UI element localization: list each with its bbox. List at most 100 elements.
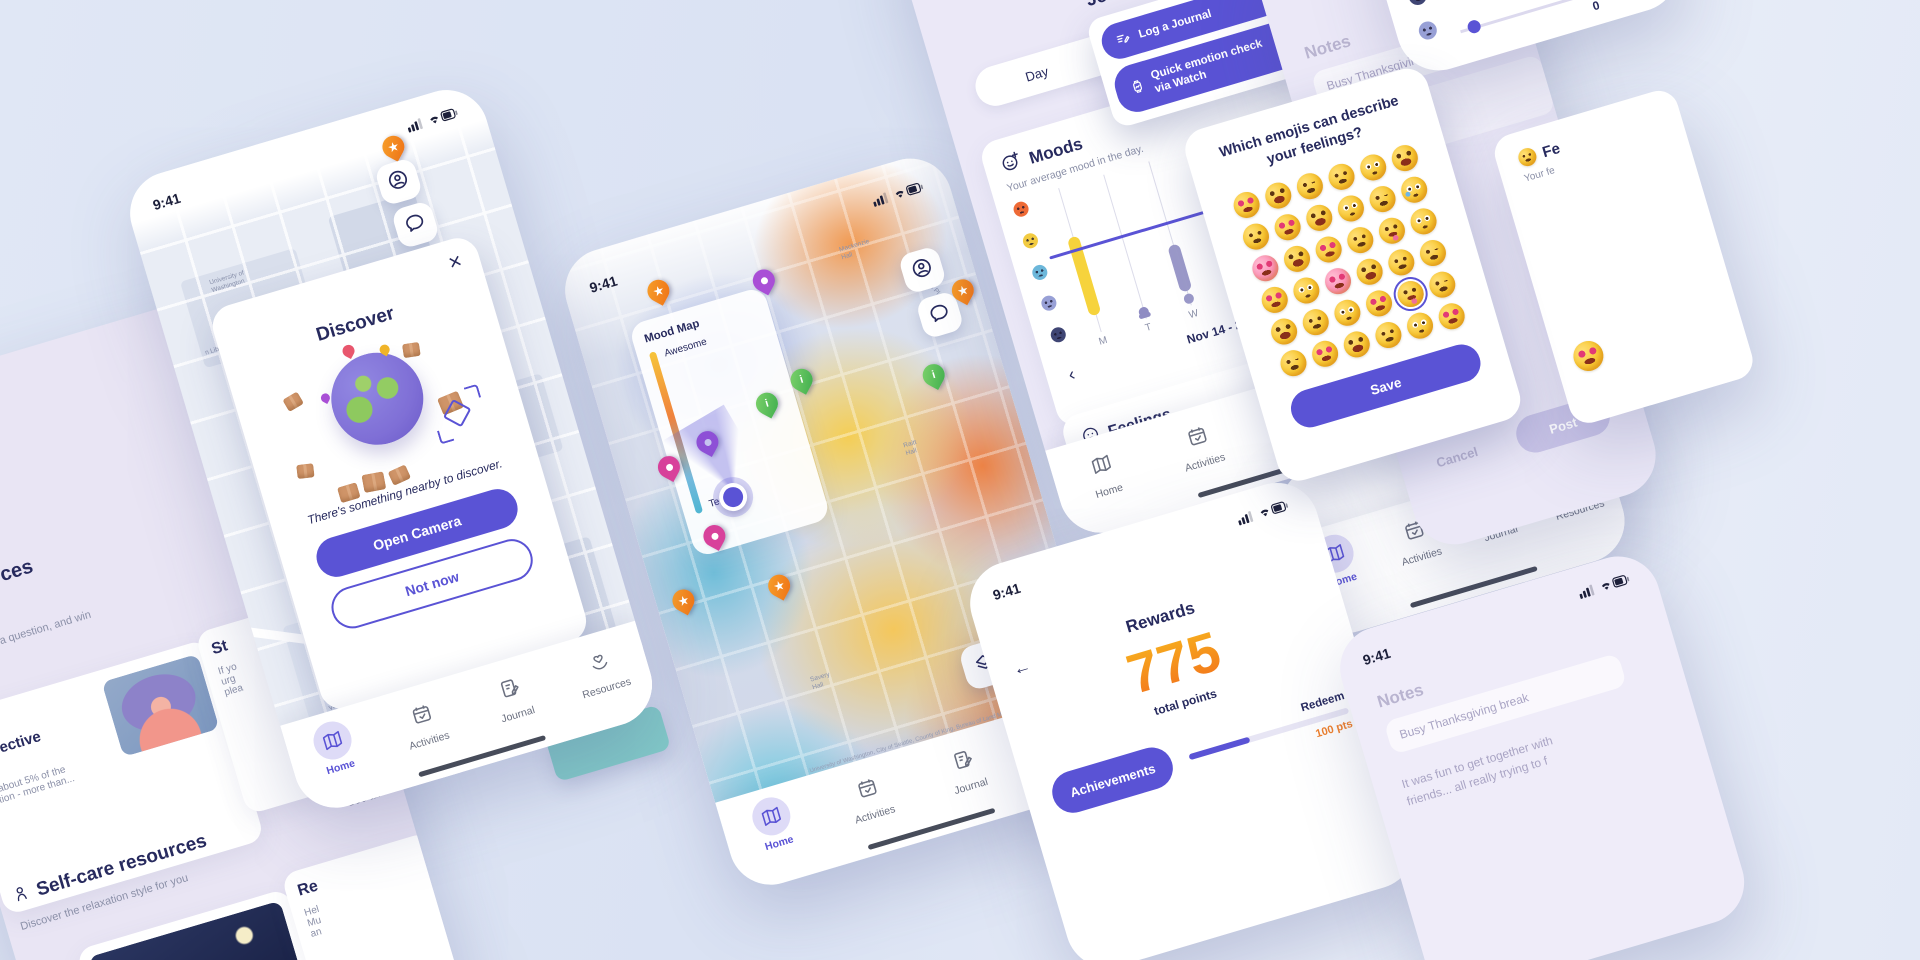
map-pin-info[interactable]: i [918,359,949,390]
map-pin-star[interactable]: ★ [764,570,795,601]
map-pin-star[interactable]: ★ [668,585,699,616]
calendar-icon [1174,412,1221,459]
profile-button[interactable] [373,156,424,207]
rating-slider-dot[interactable] [1466,18,1483,35]
emoji-wink[interactable] [1293,170,1326,203]
map-pin-star[interactable]: ★ [947,275,978,306]
emoji-pink[interactable] [1321,265,1354,298]
emoji-heart[interactable] [1230,189,1263,222]
notes-header: Notes [1375,679,1426,712]
emoji-heart [1569,337,1608,375]
calendar-icon [398,691,445,738]
emoji-smile[interactable] [1239,220,1272,254]
emoji-heart[interactable] [1435,300,1468,333]
nav-item-activities[interactable]: Activities [1158,408,1240,479]
emoji-smile[interactable] [1299,306,1332,339]
emoji-heart[interactable] [1362,287,1395,320]
status-bar: 9:41 [991,499,1291,604]
journal-actions-popup: Log a Journal Quick emotion check via Wa… [1084,0,1334,130]
phone-rewards: 9:41 ← Rewards 775 total points Achievem… [960,472,1425,960]
emoji-wink[interactable] [1425,268,1459,302]
emoji-laugh[interactable] [1388,142,1421,175]
status-time: 9:41 [990,579,1023,604]
rating-min: 0 [1590,0,1602,14]
emoji-laugh[interactable] [1280,242,1313,276]
emoji-smile[interactable] [1343,224,1376,257]
moods-card: Moods Your average mood in the day. Avg.… [977,35,1434,430]
map-icon [309,716,357,765]
map-pin[interactable] [748,265,779,296]
cancel-button[interactable]: Cancel [1434,443,1480,471]
mood-dot [1182,292,1196,305]
emoji-laugh[interactable] [1353,255,1386,289]
emoji-laugh[interactable] [1267,315,1300,348]
emoji-plead[interactable] [1334,192,1367,225]
journal-icon [487,664,534,711]
calendar-icon [844,764,891,811]
status-icons [1236,499,1291,531]
map-pin-info[interactable]: i [786,364,817,395]
log-journal-button[interactable]: Log a Journal [1097,0,1306,64]
status-icons [871,181,926,213]
emoji-smile[interactable] [1371,319,1405,352]
emoji-silly[interactable] [1375,214,1408,248]
watch-icon [1127,76,1148,99]
emoji-plead[interactable] [1406,205,1440,238]
woman-illustration [101,653,220,757]
map-icon [1078,441,1125,488]
chat-icon [924,298,955,333]
nav-item-journal[interactable]: Journal [471,660,553,731]
status-time: 9:41 [1360,644,1393,669]
card-re[interactable]: Re Hel Mu an [280,831,484,960]
achievements-tab[interactable]: Achievements [1047,742,1179,818]
emoji-heart[interactable] [1308,337,1341,371]
nav-item-journal[interactable]: Journal [924,731,1006,802]
emoji-laugh[interactable] [1261,179,1294,213]
emoji-wink[interactable] [1365,183,1399,216]
emoji-heart[interactable] [1312,233,1345,266]
emoji-heart[interactable] [1271,211,1304,244]
map-pin[interactable] [699,521,730,551]
journal-icon [940,736,987,783]
ar-cube-icon [432,387,487,442]
nav-item-activities[interactable]: Activities [828,760,910,831]
profile-icon [907,253,938,288]
emoji-smile[interactable] [1324,160,1358,194]
emoji-plead[interactable] [1289,274,1323,307]
rating-slider-track[interactable] [1460,0,1615,33]
emoji-silly[interactable] [1394,278,1427,311]
emoji-wink[interactable] [1416,237,1449,270]
emoji-plead[interactable] [1356,151,1389,184]
emoji-laugh[interactable] [1302,201,1335,235]
nav-item-activities[interactable]: Activities [383,686,465,757]
nav-item-home[interactable]: Home [294,712,376,783]
chat-icon [400,207,431,242]
emoji-smile[interactable] [1384,246,1418,279]
close-icon[interactable]: × [445,247,465,276]
toggle-day[interactable]: Day [1023,63,1050,85]
profile-button[interactable] [897,245,948,295]
status-bar: 9:41 [587,181,926,297]
nav-item-home[interactable]: Home [732,788,814,859]
mood-face-icon [1048,325,1068,345]
mood-face-icon [1021,231,1040,250]
emoji-laugh[interactable] [1340,328,1373,361]
nav-item-home[interactable]: Home [1062,436,1144,507]
chat-button[interactable] [915,290,965,340]
emoji-pink[interactable] [1248,252,1282,285]
prev-week-chevron[interactable]: ‹ [1065,363,1078,385]
emoji-tear[interactable] [1397,173,1430,207]
emoji-heart[interactable] [1258,283,1291,317]
nav-item-resources[interactable]: Resources [560,633,642,704]
quick-emotion-button[interactable]: Quick emotion check via Watch [1109,12,1322,117]
phone-notes: 9:41 Notes Busy Thanksgiving break It wa… [1330,546,1755,960]
map-pin-info[interactable]: i [751,388,782,419]
emoji-plead[interactable] [1330,296,1364,330]
mood-bar [1167,243,1193,293]
chat-button[interactable] [390,199,441,250]
emoji-wink[interactable] [1276,347,1310,380]
map-pin-star[interactable]: ★ [643,276,674,306]
emoji-plead[interactable] [1403,309,1436,343]
